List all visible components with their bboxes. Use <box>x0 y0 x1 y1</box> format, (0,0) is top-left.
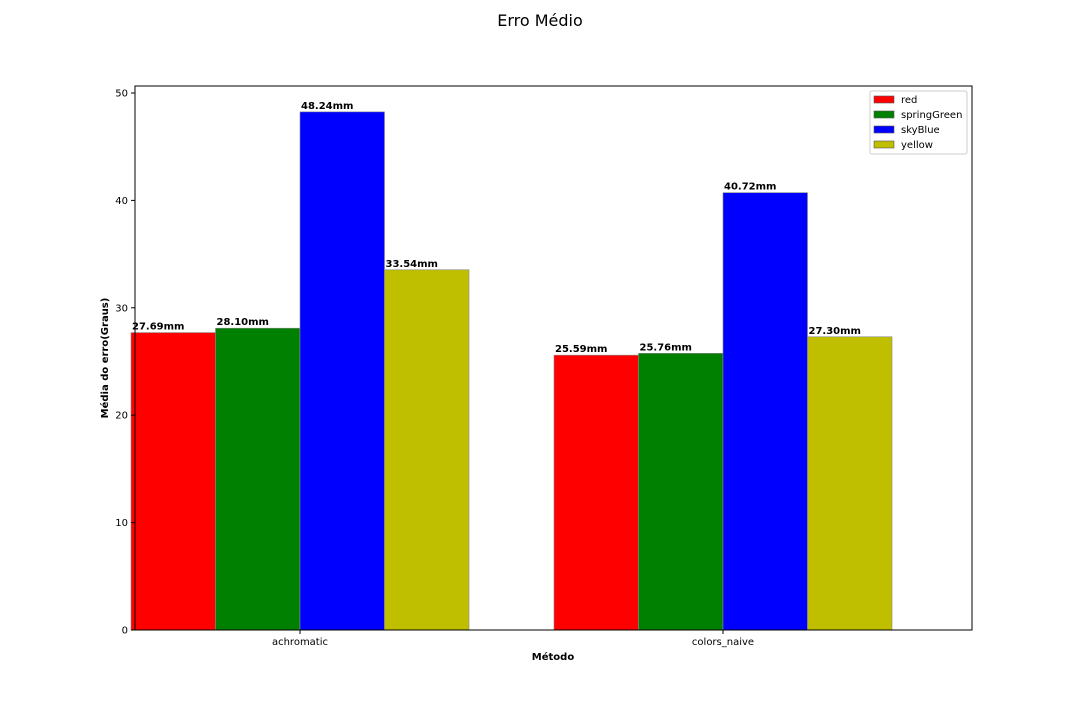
y-tick-label: 0 <box>122 626 128 637</box>
legend-swatch-springGreen <box>873 110 895 119</box>
bar-skyBlue-colors_naive <box>722 192 808 631</box>
bar-value-label: 27.69mm <box>132 322 184 333</box>
x-tick-label: achromatic <box>272 637 328 648</box>
legend-label-skyBlue: skyBlue <box>901 125 940 136</box>
legend-label-yellow: yellow <box>901 140 933 151</box>
bar-value-label: 27.30mm <box>809 326 861 337</box>
bar-yellow-achromatic <box>384 269 470 631</box>
bar-springGreen-achromatic <box>215 327 301 631</box>
bar-value-label: 25.76mm <box>640 342 692 353</box>
bar-springGreen-colors_naive <box>638 353 724 631</box>
legend-swatch-red <box>873 95 895 104</box>
plot-frame <box>134 85 973 631</box>
x-axis-label: Método <box>532 651 575 663</box>
bar-value-label: 28.10mm <box>217 317 269 328</box>
legend-box <box>869 90 968 155</box>
legend: red springGreen skyBlue yellow <box>869 90 968 155</box>
y-tick-label: 10 <box>115 518 128 529</box>
y-tick-label: 40 <box>115 196 128 207</box>
bar-red-colors_naive <box>553 354 639 631</box>
bar-value-label: 33.54mm <box>386 259 438 270</box>
legend-swatch-yellow <box>873 140 895 149</box>
y-tick-label: 50 <box>115 88 128 99</box>
bar-red-achromatic <box>130 332 216 631</box>
legend-swatch-skyBlue <box>873 125 895 134</box>
axes-layer: 0 10 20 30 40 50 achromatic colors_naive <box>115 85 973 648</box>
legend-label-red: red <box>901 95 917 106</box>
bars-layer: 27.69mm 25.59mm 28.10mm 25.76mm 48.24mm 40.72… <box>130 101 893 631</box>
bar-value-label: 25.59mm <box>555 344 607 355</box>
y-tick-label: 30 <box>115 303 128 314</box>
bar-skyBlue-achromatic <box>299 111 385 631</box>
legend-label-springGreen: springGreen <box>901 110 962 121</box>
bar-yellow-colors_naive <box>807 336 893 631</box>
y-tick-label: 20 <box>115 411 128 422</box>
bar-value-label: 40.72mm <box>724 182 776 193</box>
chart-title: Erro Médio <box>497 11 583 30</box>
y-axis-label: Média do erro(Graus) <box>99 298 111 419</box>
x-tick-label: colors_naive <box>692 637 754 648</box>
bar-value-label: 48.24mm <box>301 101 353 112</box>
